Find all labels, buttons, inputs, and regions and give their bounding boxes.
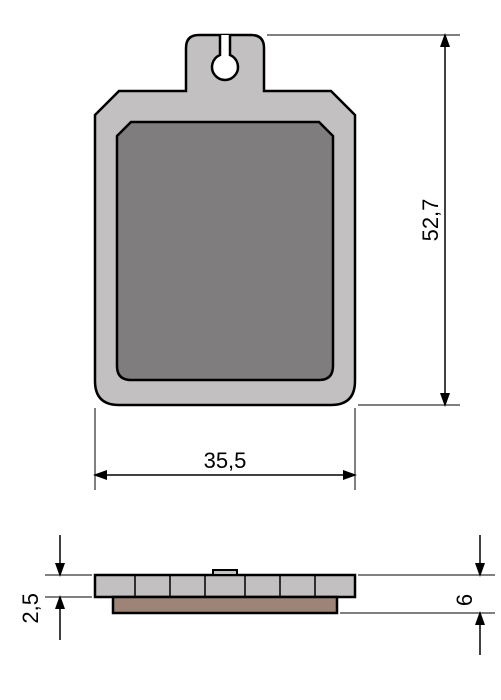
dim-height-label: 52,7 (418, 199, 443, 242)
side-plate (95, 575, 355, 597)
front-view (95, 35, 355, 405)
dim-thick-total-label: 6 (452, 594, 477, 606)
dim-thick-inner-label: 2,5 (18, 593, 43, 624)
side-friction (113, 597, 337, 613)
dim-width-label: 35,5 (204, 448, 247, 473)
side-view (95, 570, 355, 613)
technical-drawing: 35,5 52,7 2,5 6 (0, 0, 501, 700)
friction-material (117, 122, 333, 380)
